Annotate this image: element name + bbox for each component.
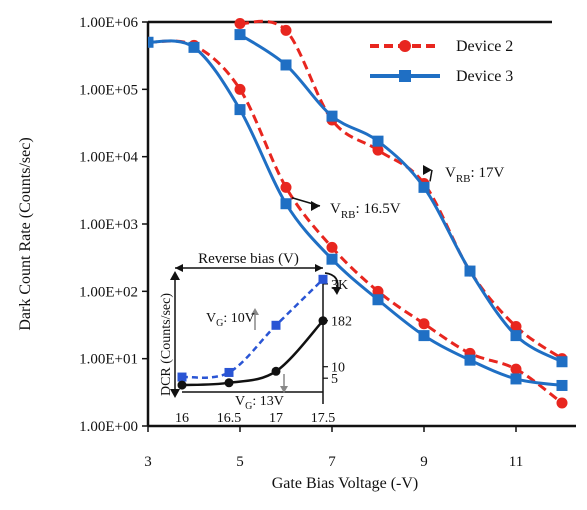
data-point [148, 36, 154, 48]
inset-y-arrow-up [170, 271, 180, 280]
x-tick-label: 9 [420, 454, 428, 470]
data-point [510, 330, 522, 342]
inset-data-point [271, 320, 281, 330]
annotation-arrowhead [311, 201, 320, 211]
data-point [372, 135, 384, 147]
data-point [326, 241, 338, 253]
data-point [464, 354, 476, 366]
y-tick-label: 1.00E+06 [79, 15, 138, 31]
series-line-device-3 [148, 39, 563, 387]
data-point [188, 41, 200, 53]
data-point [234, 83, 246, 95]
data-point [372, 285, 384, 297]
x-tick-label: 11 [509, 454, 523, 470]
data-point [280, 24, 292, 36]
series-line-device-2 [239, 19, 563, 360]
y-tick-label: 1.00E+02 [79, 284, 138, 300]
legend-label: Device 2 [456, 38, 513, 55]
inset-data-point [271, 366, 281, 376]
x-tick-label: 7 [328, 454, 336, 470]
data-point [510, 321, 522, 333]
inset-y-tick-label: 3K [331, 278, 348, 293]
annotation-label: VRB: 17V [445, 165, 504, 185]
data-point [556, 397, 568, 409]
series-line-device-3 [239, 33, 563, 364]
inset-x-tick-label: 16.5 [217, 411, 242, 426]
data-point [418, 318, 430, 330]
inset-y-tick-label: 10 [331, 361, 345, 376]
data-point [464, 265, 476, 277]
data-point [556, 356, 568, 368]
inset-annotation-arrowhead [251, 308, 259, 315]
data-point [234, 17, 246, 29]
y-axis-title: Dark Count Rate (Counts/sec) [17, 137, 34, 330]
inset-chart: Reverse bias (V) DCR (Counts/sec)16 16.5 17… [159, 251, 352, 426]
data-point [510, 363, 522, 375]
data-point [510, 373, 522, 385]
inset-data-point [318, 316, 328, 326]
inset-x-tick-label: 17.5 [311, 411, 336, 426]
data-point [326, 253, 338, 265]
inset-annotation-arrowhead [280, 386, 288, 393]
inset-annotation-label: VG: 10V [206, 311, 255, 329]
data-point [280, 198, 292, 210]
annotations-group: VRB: 17V VRB: 16.5V [291, 165, 504, 221]
inset-data-point [177, 372, 187, 382]
inset-x-tick-label: 16 [175, 411, 189, 426]
data-point [418, 181, 430, 193]
main-axis-labels: 1.00E+00 1.00E+01 1.00E+02 1.00E+03 1.00E+04… [17, 15, 523, 492]
data-point [418, 330, 430, 342]
legend-marker [399, 70, 411, 82]
inset-top-arrow-left [175, 264, 183, 272]
main-plot-frame [142, 20, 576, 432]
inset-data-point [318, 274, 328, 284]
x-tick-label: 3 [144, 454, 152, 470]
inset-3k-arrowhead [332, 287, 341, 295]
legend-label: Device 3 [456, 68, 513, 85]
data-point [280, 181, 292, 193]
inset-x-tick-label: 17 [269, 411, 283, 426]
inset-data-point [177, 380, 187, 390]
series-line-device-2 [148, 39, 563, 405]
inset-data-point [224, 378, 234, 388]
data-point [556, 379, 568, 391]
x-axis-title: Gate Bias Voltage (-V) [272, 475, 418, 492]
inset-top-arrow-right [315, 264, 323, 272]
annotation-label: VRB: 16.5V [330, 201, 401, 221]
data-point [280, 59, 292, 71]
y-tick-label: 1.00E+04 [79, 150, 138, 166]
y-tick-label: 1.00E+03 [79, 217, 138, 233]
data-point [234, 104, 246, 116]
inset-annotation-label: VG: 13V [235, 394, 284, 412]
data-point [326, 110, 338, 122]
x-tick-label: 5 [236, 454, 244, 470]
data-point [234, 29, 246, 41]
inset-y-label: DCR (Counts/sec) [159, 293, 174, 396]
y-tick-label: 1.00E+05 [79, 82, 138, 98]
inset-title: Reverse bias (V) [198, 251, 299, 267]
annotation-leader [429, 169, 433, 182]
data-point [372, 144, 384, 156]
inset-data-point [224, 367, 234, 377]
legend: Device 2 Device 3 [370, 38, 513, 85]
inset-series-line [181, 319, 324, 387]
inset-y-tick-label: 5 [331, 372, 338, 387]
inset-y-arrow-down [170, 389, 180, 398]
legend-marker [399, 40, 411, 52]
data-point [372, 294, 384, 306]
inset-y-tick-label: 182 [331, 315, 352, 330]
y-tick-label: 1.00E+00 [79, 419, 138, 435]
y-tick-label: 1.00E+01 [79, 352, 138, 368]
main-series-group [148, 17, 568, 409]
inset-series-line [181, 278, 324, 379]
annotation-arrowhead [423, 165, 432, 175]
